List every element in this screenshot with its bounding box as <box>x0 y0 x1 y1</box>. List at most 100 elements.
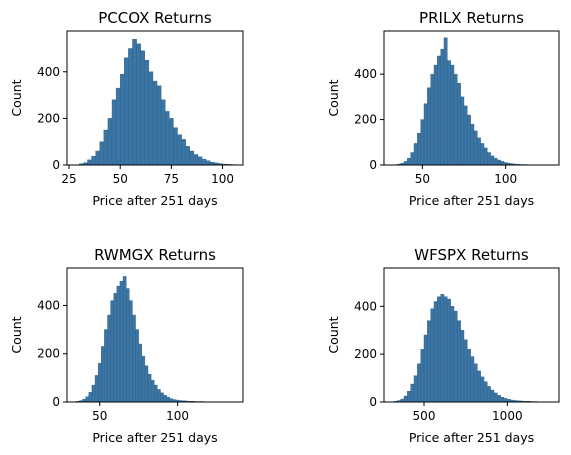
histogram-bar <box>483 147 488 166</box>
y-tick-label: 400 <box>354 67 377 81</box>
x-axis-label: Price after 251 days <box>409 193 534 208</box>
histogram-bar <box>503 398 508 403</box>
histogram-bar <box>480 143 485 166</box>
histogram-bar <box>144 365 149 403</box>
histogram-bar <box>440 48 445 166</box>
y-tick-label: 200 <box>354 113 377 127</box>
histogram-bar <box>490 389 495 403</box>
axes-frame <box>66 30 244 166</box>
histogram-bar <box>154 384 158 403</box>
y-tick-label: 0 <box>52 395 60 409</box>
histogram-bar <box>110 300 114 403</box>
histogram-bar <box>407 391 411 403</box>
histogram-bar <box>160 392 164 403</box>
histogram-bar <box>201 158 207 166</box>
histogram-bar <box>132 314 136 403</box>
x-tick-label: 100 <box>494 172 517 186</box>
histogram-bar <box>457 83 461 166</box>
histogram-bar <box>91 384 96 403</box>
histogram-bar <box>407 157 411 166</box>
chart-panel-rwmgx: 50 100 0 200 400 RWMGX Returns Price after 251… <box>9 246 244 445</box>
histogram-bar <box>430 308 435 403</box>
histogram-bar <box>107 118 113 166</box>
histogram-bar <box>487 386 491 403</box>
histogram-bar <box>101 346 105 403</box>
histogram-bar <box>453 310 458 403</box>
histogram-bar <box>417 132 421 166</box>
x-tick-label: 50 <box>92 409 107 423</box>
y-tick-label: 0 <box>369 395 377 409</box>
histogram-bar <box>120 73 125 166</box>
histogram-bar <box>141 355 146 403</box>
histogram-bar <box>490 155 495 166</box>
histogram-bar <box>91 155 96 166</box>
histogram-bar <box>420 349 425 403</box>
histogram-bar <box>417 363 421 403</box>
x-tick-label: 75 <box>164 172 179 186</box>
histogram-bar <box>473 130 478 166</box>
histogram-bar <box>169 398 174 403</box>
axes-frame <box>383 30 560 166</box>
histogram-bar <box>433 64 438 166</box>
chart-title: RWMGX Returns <box>94 246 216 264</box>
histogram-bar <box>403 161 408 166</box>
histogram-bar <box>423 334 428 403</box>
histogram-bar <box>125 288 130 403</box>
histogram-bar <box>177 134 182 166</box>
histogram-bar <box>99 141 105 166</box>
y-tick-label: 0 <box>369 158 377 172</box>
histogram-bar <box>124 57 129 166</box>
histogram-bar <box>427 320 431 403</box>
histogram-bar <box>477 370 481 403</box>
histogram-bar <box>487 152 491 166</box>
histogram-bar <box>480 376 485 403</box>
histogram-bar <box>453 73 458 166</box>
histogram-bar <box>136 43 141 166</box>
x-tick-label: 100 <box>166 409 189 423</box>
histogram-bar <box>497 395 501 403</box>
histogram-bar <box>493 392 498 403</box>
y-tick-label: 400 <box>37 65 60 79</box>
chart-title: PCCOX Returns <box>98 9 212 27</box>
histogram-bar <box>500 161 505 166</box>
histogram-bar <box>163 395 167 403</box>
histogram-bar <box>132 38 137 166</box>
histogram-bar <box>104 329 108 403</box>
histogram-bar <box>140 50 145 166</box>
histogram-bar <box>157 389 161 403</box>
histogram-bar <box>420 119 425 166</box>
histogram-bar <box>443 296 448 403</box>
histogram-bar <box>450 306 455 403</box>
histogram-bar <box>413 375 418 403</box>
x-tick-label: 50 <box>415 172 430 186</box>
histogram-bar <box>160 99 166 166</box>
histogram-bar <box>144 59 150 166</box>
histogram-bar <box>437 55 441 166</box>
axes-frame <box>383 267 560 403</box>
histogram-bar <box>450 64 455 166</box>
histogram-bar <box>500 397 505 403</box>
y-axis-label: Count <box>326 316 341 353</box>
histogram-bar <box>181 139 186 166</box>
histogram-bar <box>152 80 158 166</box>
y-tick-label: 200 <box>37 111 60 125</box>
histogram-bar <box>410 152 415 166</box>
histogram-bar <box>497 159 501 166</box>
histogram-bar <box>122 276 127 403</box>
histogram-bar <box>150 380 155 403</box>
histogram-bar <box>113 293 118 403</box>
histogram-bar <box>467 114 471 166</box>
chart-panel-wfspx: 500 1000 0 200 400 WFSPX Returns Price after 2… <box>326 246 560 445</box>
chart-panel-prilx: 50 100 0 200 400 PRILX Returns Price after 251… <box>326 9 560 208</box>
chart-panel-pccox: 25 50 75 100 0 200 400 PCCOX Returns Price after… <box>9 9 244 208</box>
x-axis-label: Price after 251 days <box>409 430 534 445</box>
histogram-bar <box>440 294 445 403</box>
histogram-bar <box>460 96 465 166</box>
x-axis-label: Price after 251 days <box>92 193 217 208</box>
histogram-bar <box>470 123 475 166</box>
x-tick-label: 100 <box>211 172 234 186</box>
chart-title: WFSPX Returns <box>414 246 529 264</box>
histogram-bar <box>135 329 139 403</box>
histogram-bar <box>410 383 415 403</box>
